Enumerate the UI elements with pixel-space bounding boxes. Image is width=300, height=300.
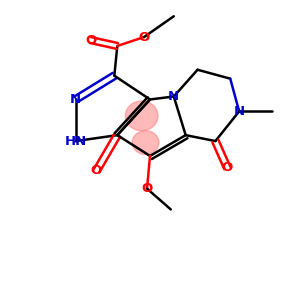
Ellipse shape	[125, 101, 158, 131]
Text: O: O	[138, 31, 150, 44]
Text: HN: HN	[64, 135, 87, 148]
Text: O: O	[222, 161, 233, 174]
Text: O: O	[141, 182, 153, 195]
Text: N: N	[70, 93, 81, 106]
Text: O: O	[91, 164, 102, 177]
Ellipse shape	[132, 131, 159, 154]
Text: N: N	[168, 90, 179, 103]
Text: N: N	[234, 105, 245, 118]
Text: O: O	[85, 34, 96, 46]
